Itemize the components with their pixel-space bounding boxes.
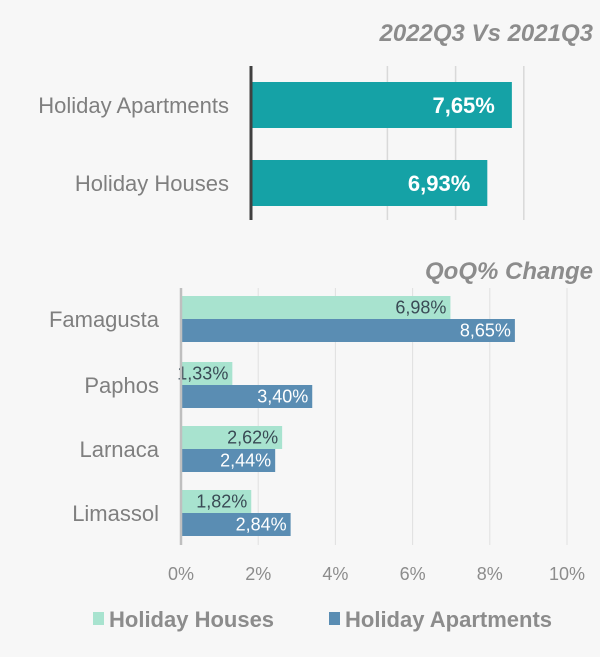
x-tick-label: 0% [168, 564, 194, 584]
x-tick-label: 8% [477, 564, 503, 584]
bottom-value-label: 3,40% [257, 387, 308, 407]
legend-label: Holiday Apartments [345, 607, 552, 632]
bottom-value-label: 1,82% [196, 492, 247, 512]
x-tick-label: 4% [322, 564, 348, 584]
bottom-chart-x-ticks: 0% 2% 4% 6% 8% 10% [168, 564, 585, 584]
bottom-value-label: 1,33% [177, 364, 228, 384]
x-tick-label: 10% [549, 564, 585, 584]
bottom-bar-apartments [181, 385, 313, 408]
bottom-value-label: 2,62% [227, 428, 278, 448]
bottom-bar-houses [181, 296, 451, 319]
legend-label: Holiday Houses [109, 607, 274, 632]
top-value-label: 6,93% [408, 171, 470, 196]
bottom-category-label: Limassol [72, 501, 159, 526]
top-value-label: 7,65% [432, 93, 494, 118]
top-bar-1 [251, 160, 488, 206]
x-tick-label: 6% [400, 564, 426, 584]
top-chart-bars: Holiday Apartments 7,65% Holiday Houses 6,9… [38, 66, 512, 220]
bottom-value-label: 8,65% [460, 321, 511, 341]
x-tick-label: 2% [245, 564, 271, 584]
legend-swatch [329, 612, 340, 625]
bottom-bar-apartments [181, 513, 291, 536]
bottom-chart-title: QoQ% Change [425, 258, 593, 285]
bottom-bar-apartments [181, 449, 276, 472]
bottom-category-label: Famagusta [49, 307, 160, 332]
bottom-value-label: 6,98% [395, 298, 446, 318]
top-bar-0 [251, 82, 512, 128]
bottom-bar-apartments [181, 319, 515, 342]
bottom-value-label: 2,44% [220, 451, 271, 471]
bottom-value-label: 2,84% [236, 515, 287, 535]
top-category-label: Holiday Apartments [38, 93, 229, 118]
legend-swatch [93, 612, 104, 625]
top-category-label: Holiday Houses [75, 171, 229, 196]
chart-legend: Holiday Houses Holiday Apartments [93, 607, 552, 632]
bottom-bar-houses [181, 490, 252, 513]
bottom-bar-houses [181, 426, 283, 449]
bottom-category-label: Paphos [84, 373, 159, 398]
bottom-chart-bars: Famagusta 6,98% 8,65% Paphos 1,33% 3,40% Larna… [49, 288, 515, 545]
bottom-category-label: Larnaca [79, 437, 159, 462]
bottom-bar-houses [181, 362, 233, 385]
top-chart-title: 2022Q3 Vs 2021Q3 [378, 20, 593, 47]
